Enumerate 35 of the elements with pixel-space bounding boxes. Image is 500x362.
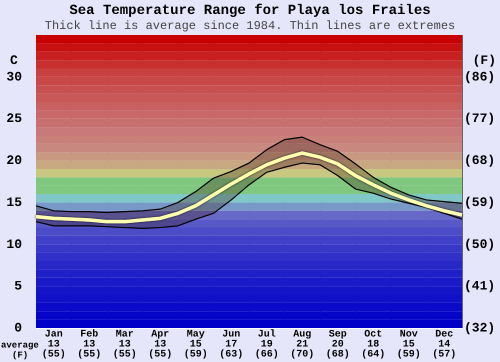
chart-subtitle: Thick line is average since 1984. Thin lines are extremes: [44, 19, 456, 33]
x-tick-label: Dec 14 (57): [432, 330, 456, 360]
line-series: [35, 136, 463, 214]
x-tick-label: Jan 13 (55): [42, 330, 66, 360]
y2-tick-label: (77): [464, 111, 496, 126]
y-tick-label: 5: [14, 278, 22, 294]
y2-tick-label: (41): [464, 278, 496, 294]
y2-tick-label: (68): [464, 153, 496, 168]
y-tick-label: 25: [6, 111, 22, 126]
line-series: [34, 151, 464, 224]
x-tick-label: Jun 17 (63): [219, 330, 244, 360]
text: (F): [12, 350, 28, 360]
y2-tick-label: (32): [464, 320, 496, 336]
chart-title: Sea Temperature Range for Playa los Frailes: [69, 3, 431, 19]
y-axis-title: C: [10, 53, 18, 68]
y2-axis-title: (F): [472, 53, 496, 68]
x-tick-label: Sep 20 (68): [326, 330, 350, 360]
y-tick-label: 0: [14, 320, 22, 336]
x-tick-label: Nov 15 (59): [396, 330, 421, 360]
x-tick-label: Feb 13 (55): [77, 328, 102, 360]
x-tick-label: Jul 19 (66): [254, 328, 279, 360]
y2-tick-label: (59): [464, 194, 496, 210]
y-tick-label: 10: [6, 236, 22, 252]
x-tick-label: May 15 (59): [184, 330, 208, 360]
y-tick-label: 15: [6, 194, 22, 210]
y-tick-label: 30: [6, 69, 22, 84]
line-series: [35, 162, 463, 229]
text: average: [1, 340, 39, 350]
x-tick-label: Oct 18 (64): [361, 330, 386, 360]
x-tick-label: Aug 21 (70): [290, 330, 314, 360]
x-tick-label: Mar 13 (55): [112, 330, 137, 360]
y-tick-label: 20: [6, 153, 22, 168]
x-tick-label: Apr 13 (55): [148, 330, 172, 360]
y2-tick-label: (86): [464, 69, 496, 84]
y2-tick-label: (50): [464, 236, 496, 252]
